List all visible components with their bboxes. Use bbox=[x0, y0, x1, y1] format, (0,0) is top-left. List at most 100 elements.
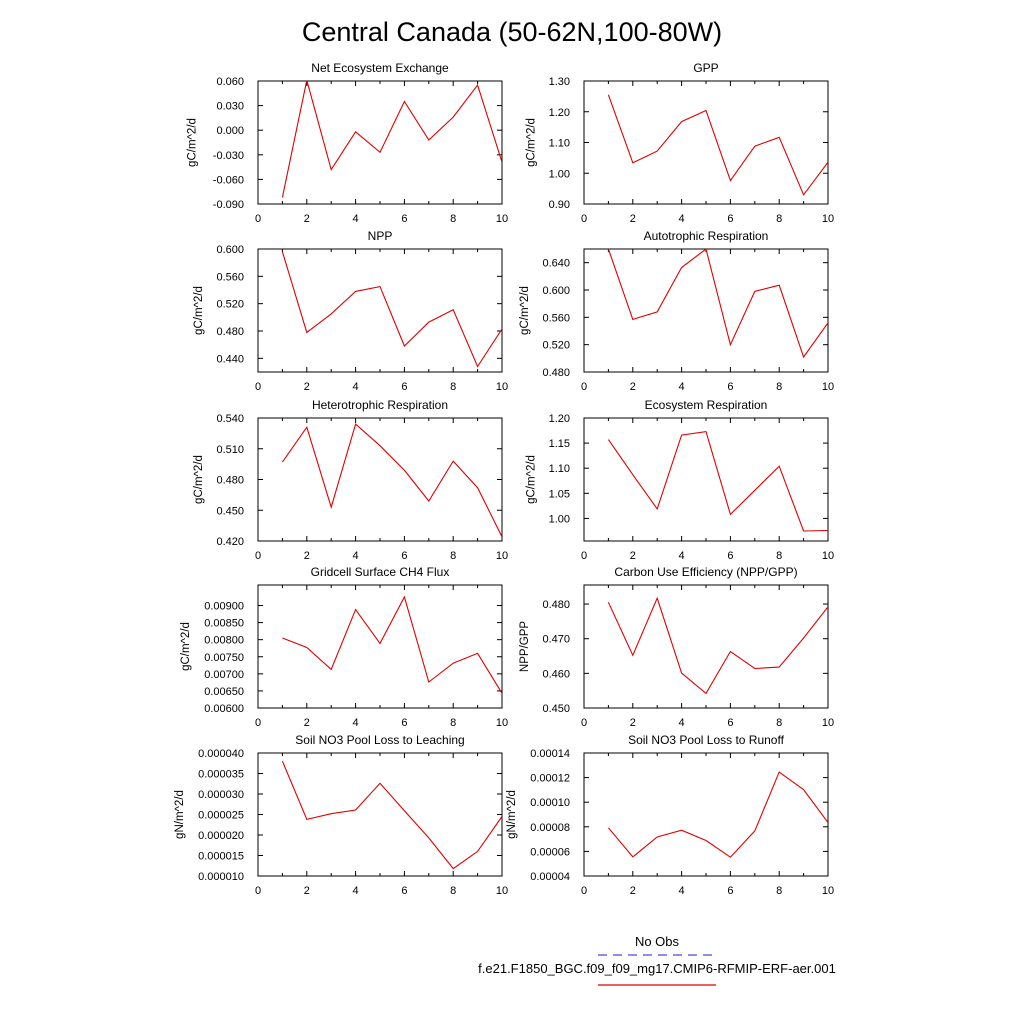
chart-panel-2: GPP 0 2 4 6 8 10 0.90 1.00 1.10 1.20 1.30 gC/m^2/d bbox=[525, 61, 834, 225]
series-line bbox=[281, 760, 502, 870]
y-tick-label: 0.440 bbox=[216, 353, 244, 365]
y-tick-label: 1.00 bbox=[549, 168, 570, 180]
y-tick-label: 0.00800 bbox=[204, 635, 244, 647]
chart-panel-9: Soil NO3 Pool Loss to Leaching 0 2 4 6 8 10 0.0… bbox=[174, 733, 508, 897]
x-tick-label: 8 bbox=[776, 381, 782, 393]
panel-title: Soil NO3 Pool Loss to Leaching bbox=[295, 733, 464, 747]
y-tick-label: 0.000 bbox=[216, 125, 244, 137]
y-tick-label: 0.480 bbox=[216, 326, 244, 338]
y-axis-label: gN/m^2/d bbox=[506, 790, 518, 839]
y-tick-label: 0.00700 bbox=[204, 669, 244, 681]
plot-frame bbox=[257, 584, 503, 709]
plot-frame bbox=[257, 752, 503, 877]
x-tick-label: 2 bbox=[630, 213, 636, 225]
y-tick-label: 0.480 bbox=[542, 367, 570, 379]
y-tick-label: -0.030 bbox=[213, 150, 244, 162]
y-tick-label: 1.05 bbox=[549, 488, 570, 500]
y-tick-label: 0.00014 bbox=[530, 748, 570, 760]
x-tick-label: 0 bbox=[581, 213, 587, 225]
x-tick-label: 8 bbox=[450, 885, 456, 897]
y-tick-label: 0.00008 bbox=[530, 822, 570, 834]
x-tick-label: 4 bbox=[353, 381, 359, 393]
y-axis-label: gC/m^2/d bbox=[525, 118, 537, 167]
x-tick-label: 0 bbox=[581, 381, 587, 393]
x-tick-label: 4 bbox=[679, 717, 685, 729]
x-tick-label: 8 bbox=[450, 213, 456, 225]
x-tick-label: 4 bbox=[679, 550, 685, 562]
chart-panel-6: Ecosystem Respiration 0 2 4 6 8 10 1.00 1.05 1.10… bbox=[525, 398, 834, 562]
y-tick-label: 0.480 bbox=[216, 475, 244, 487]
panel-title: GPP bbox=[693, 61, 718, 75]
y-tick-label: 0.560 bbox=[542, 312, 570, 324]
y-tick-label: 1.10 bbox=[549, 463, 570, 475]
y-tick-label: 0.00900 bbox=[204, 601, 244, 613]
y-tick-label: -0.060 bbox=[213, 174, 244, 186]
x-tick-label: 10 bbox=[822, 213, 834, 225]
y-tick-label: 0.90 bbox=[549, 199, 570, 211]
plot-frame bbox=[257, 248, 503, 373]
x-tick-label: 6 bbox=[727, 213, 733, 225]
x-tick-label: 10 bbox=[496, 717, 508, 729]
x-tick-label: 0 bbox=[255, 885, 261, 897]
y-tick-label: 0.560 bbox=[216, 271, 244, 283]
y-tick-label: 0.450 bbox=[216, 505, 244, 517]
x-tick-label: 6 bbox=[727, 885, 733, 897]
panel-title: Ecosystem Respiration bbox=[645, 398, 768, 412]
x-tick-label: 2 bbox=[630, 717, 636, 729]
x-tick-label: 2 bbox=[630, 381, 636, 393]
x-tick-label: 6 bbox=[401, 885, 407, 897]
y-axis-label: gC/m^2/d bbox=[180, 622, 192, 671]
x-tick-label: 6 bbox=[401, 213, 407, 225]
x-tick-label: 2 bbox=[304, 550, 310, 562]
panel-title: Net Ecosystem Exchange bbox=[311, 61, 449, 75]
y-axis-label: gN/m^2/d bbox=[174, 790, 186, 839]
y-axis-label: gC/m^2/d bbox=[519, 286, 531, 335]
x-tick-label: 2 bbox=[304, 717, 310, 729]
y-tick-label: 0.600 bbox=[542, 285, 570, 297]
y-tick-label: 1.20 bbox=[549, 107, 570, 119]
panel-title: Autotrophic Respiration bbox=[644, 229, 769, 243]
y-tick-label: 0.00850 bbox=[204, 618, 244, 630]
y-tick-label: 0.420 bbox=[216, 536, 244, 548]
x-tick-label: 4 bbox=[679, 885, 685, 897]
x-tick-label: 10 bbox=[496, 213, 508, 225]
series-line bbox=[281, 251, 502, 368]
plot-frame bbox=[583, 752, 829, 877]
y-tick-label: 0.00600 bbox=[204, 703, 244, 715]
y-tick-label: 1.10 bbox=[549, 138, 570, 150]
panel-title: Carbon Use Efficiency (NPP/GPP) bbox=[614, 565, 797, 579]
series-line bbox=[607, 430, 828, 532]
legend: No Obs f.e21.F1850_BGC.f09_f09_mg17.CMIP… bbox=[478, 934, 836, 986]
y-tick-label: 0.000030 bbox=[198, 789, 244, 801]
y-tick-label: 0.00650 bbox=[204, 686, 244, 698]
y-tick-label: 0.000035 bbox=[198, 769, 244, 781]
y-tick-label: 0.000020 bbox=[198, 830, 244, 842]
y-tick-label: 1.00 bbox=[549, 513, 570, 525]
panel-title: Soil NO3 Pool Loss to Runoff bbox=[628, 733, 785, 747]
y-tick-label: 0.450 bbox=[542, 703, 570, 715]
x-tick-label: 4 bbox=[353, 717, 359, 729]
x-tick-label: 2 bbox=[630, 550, 636, 562]
series-line bbox=[282, 595, 502, 694]
x-tick-label: 2 bbox=[630, 885, 636, 897]
plot-frame bbox=[583, 417, 829, 542]
y-tick-label: 1.15 bbox=[549, 438, 570, 450]
x-tick-label: 8 bbox=[776, 213, 782, 225]
x-tick-label: 8 bbox=[776, 885, 782, 897]
y-tick-label: 0.540 bbox=[216, 413, 244, 425]
x-tick-label: 10 bbox=[822, 550, 834, 562]
panel-title: Heterotrophic Respiration bbox=[312, 398, 448, 412]
y-axis-label: NPP/GPP bbox=[519, 621, 531, 672]
panel-title: NPP bbox=[368, 229, 393, 243]
y-tick-label: 0.520 bbox=[216, 299, 244, 311]
x-tick-label: 10 bbox=[822, 381, 834, 393]
y-tick-label: 0.480 bbox=[542, 599, 570, 611]
y-tick-label: 0.640 bbox=[542, 258, 570, 270]
chart-panels: Net Ecosystem Exchange 0 2 4 6 8 10 -0.090 -0.06… bbox=[174, 61, 834, 897]
chart-panel-7: Gridcell Surface CH4 Flux 0 2 4 6 8 10 0.00600 0… bbox=[180, 565, 508, 729]
x-tick-label: 0 bbox=[255, 550, 261, 562]
plot-frame bbox=[583, 248, 829, 373]
plot-frame bbox=[583, 584, 829, 709]
x-tick-label: 6 bbox=[727, 381, 733, 393]
